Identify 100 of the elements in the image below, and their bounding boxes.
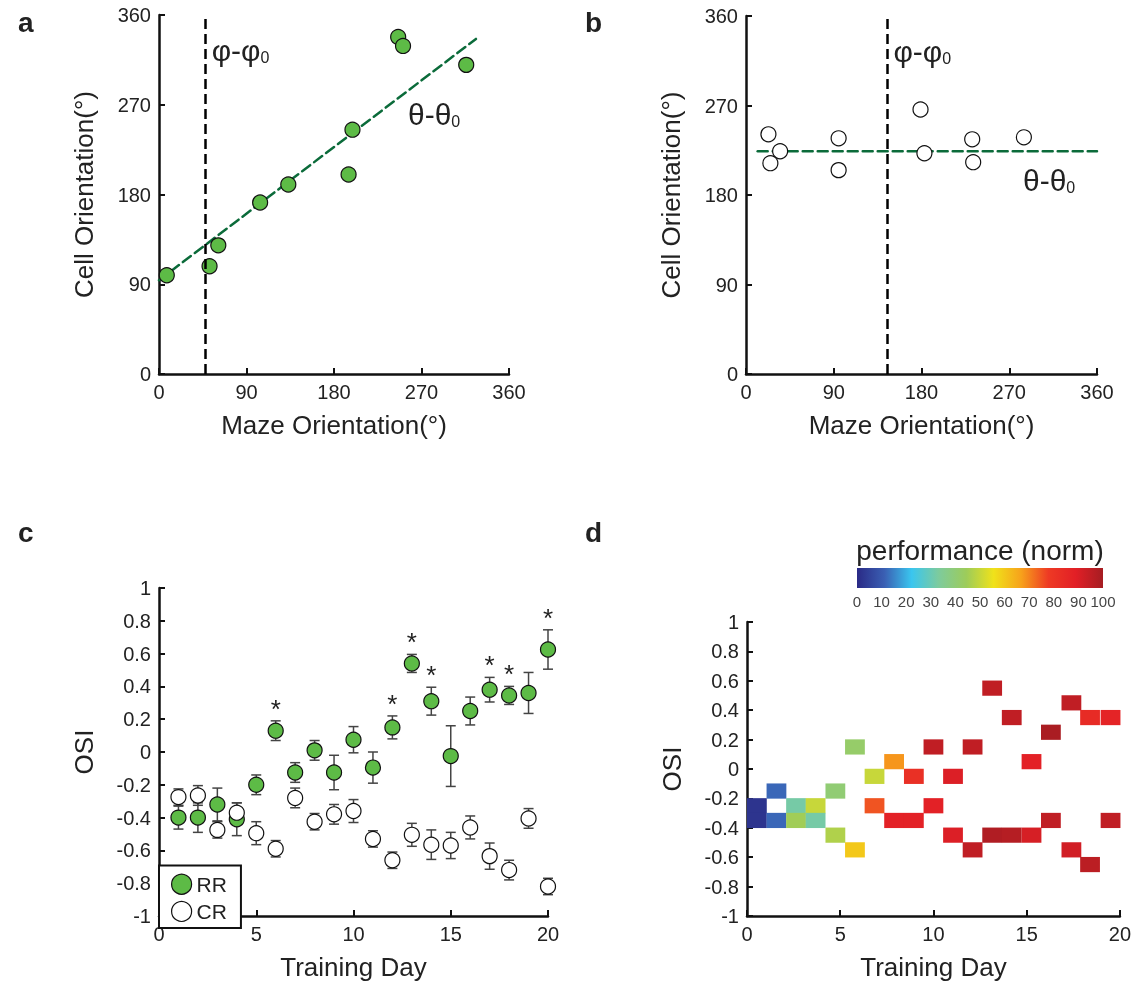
y-tick-label: -1 — [133, 905, 151, 927]
point — [462, 819, 479, 836]
y-tick-label: 270 — [117, 93, 151, 116]
annotation: * — [542, 602, 554, 633]
point — [1100, 812, 1121, 829]
point — [210, 237, 227, 254]
y-tick-label: -0.6 — [116, 839, 151, 862]
color-bar-label: 60 — [996, 593, 1013, 610]
x-tick-label: 360 — [1080, 381, 1114, 403]
annotation: θ-θ0 — [408, 97, 461, 131]
point — [962, 842, 983, 858]
ref-line-label: φ-φ0 — [893, 35, 952, 69]
color-bar-label: 90 — [1070, 593, 1087, 610]
point — [864, 798, 885, 814]
x-axis-title: Training Day — [280, 952, 427, 982]
point — [384, 719, 401, 736]
annotation: θ-θ0 — [1023, 163, 1076, 197]
legend-label: RR — [196, 872, 227, 896]
point — [394, 37, 412, 55]
legend-label: CR — [196, 899, 227, 923]
y-tick-label: 1 — [139, 577, 151, 599]
color-bar-title: performance (norm) — [856, 534, 1104, 566]
color-bar-label: 20 — [897, 593, 915, 610]
y-tick-label: -0.4 — [116, 806, 151, 829]
x-tick-label: 20 — [1108, 923, 1131, 945]
y-tick-label: 0.8 — [711, 640, 739, 663]
color-bar-label: 70 — [1020, 593, 1038, 610]
point — [403, 826, 420, 843]
color-bar-label: 30 — [922, 593, 940, 610]
x-tick-label: 0 — [741, 923, 753, 945]
point — [248, 825, 265, 842]
point — [325, 764, 343, 781]
y-tick-label: 90 — [128, 273, 151, 296]
point — [943, 827, 963, 843]
point — [539, 641, 557, 658]
annotation: * — [270, 693, 281, 724]
x-tick-label: 180 — [904, 381, 939, 403]
point — [442, 748, 459, 765]
point — [1061, 695, 1082, 711]
annotation: * — [504, 659, 515, 690]
point — [903, 768, 924, 784]
point — [864, 768, 885, 784]
x-tick-label: 5 — [834, 923, 846, 945]
y-tick-label: 270 — [704, 94, 738, 117]
y-axis-title: OSI — [657, 746, 687, 792]
point — [923, 739, 944, 755]
point — [943, 768, 963, 784]
x-tick-label: 10 — [342, 923, 365, 945]
y-tick-label: 0.4 — [123, 675, 151, 698]
color-bar-label: 40 — [947, 593, 964, 610]
point — [912, 101, 929, 118]
point — [1021, 827, 1042, 843]
color-bar-label: 10 — [873, 593, 890, 610]
x-axis-title: Maze Orientation(°) — [221, 410, 447, 440]
x-axis-title: Training Day — [860, 952, 1007, 982]
point — [805, 798, 826, 814]
point — [170, 809, 187, 826]
color-bar-label: 100 — [1090, 593, 1116, 610]
y-tick-label: 0.2 — [711, 728, 739, 751]
point — [1041, 812, 1061, 829]
y-tick-label: 0 — [726, 363, 738, 385]
x-tick-label: 90 — [822, 381, 845, 403]
y-tick-label: -0.4 — [704, 816, 739, 839]
annotation: * — [484, 650, 495, 681]
point — [364, 759, 382, 776]
point — [1041, 724, 1061, 740]
x-tick-label: 15 — [1015, 923, 1038, 945]
y-tick-label: -0.6 — [704, 846, 739, 869]
x-tick-label: 20 — [536, 923, 560, 945]
y-tick-label: 0 — [139, 363, 151, 385]
annotation: * — [406, 627, 417, 658]
point — [442, 837, 459, 854]
point — [340, 166, 357, 183]
point — [786, 812, 806, 829]
point — [845, 842, 865, 858]
point — [344, 121, 361, 138]
y-tick-label: -0.2 — [704, 787, 739, 810]
y-axis-title: Cell Orientation(°) — [69, 91, 99, 298]
y-tick-label: -0.2 — [116, 773, 151, 796]
ref-line-label: φ-φ0 — [211, 34, 270, 68]
point — [982, 827, 1003, 843]
y-tick-label: 0.2 — [123, 708, 151, 731]
y-tick-label: 0.6 — [711, 669, 739, 692]
point — [772, 143, 789, 160]
point — [884, 812, 904, 829]
point — [423, 836, 440, 853]
point — [345, 731, 362, 748]
text: a — [18, 6, 34, 38]
text: b — [585, 6, 603, 38]
point — [830, 162, 847, 179]
point — [1061, 842, 1082, 858]
x-tick-label: 15 — [439, 923, 462, 945]
x-axis-title: Maze Orientation(°) — [808, 410, 1035, 440]
point — [884, 754, 904, 770]
color-bar-label: 50 — [971, 593, 989, 610]
point — [923, 798, 944, 814]
y-tick-label: 360 — [117, 4, 151, 26]
annotation: * — [426, 660, 437, 691]
y-tick-label: -0.8 — [704, 875, 739, 898]
point — [766, 783, 787, 799]
